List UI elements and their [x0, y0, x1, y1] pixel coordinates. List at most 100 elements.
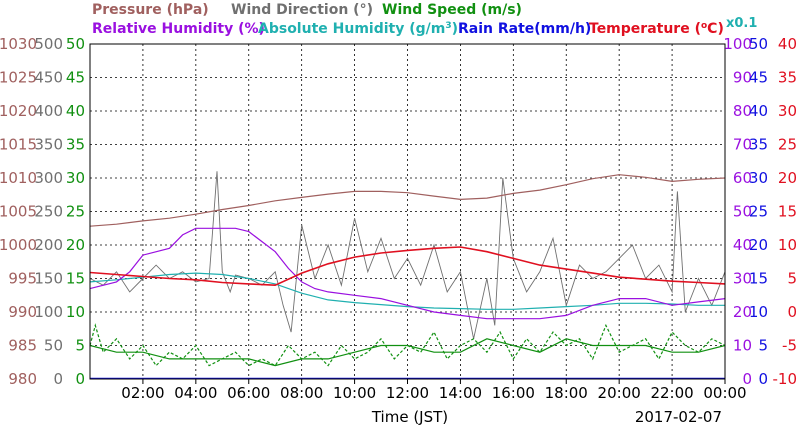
- y-tick-temp: 20: [778, 169, 797, 187]
- chart-legend: Pressure (hPa) Wind Direction (°) Wind S…: [92, 2, 757, 37]
- y-tick-wind-speed: 0: [75, 370, 85, 388]
- y-tick-rain: 5: [758, 337, 768, 355]
- y-tick-temp: -5: [782, 337, 797, 355]
- y-tick-temp: 0: [787, 303, 797, 321]
- y-tick-wind-dir: 250: [34, 203, 63, 221]
- y-tick-wind-speed: 45: [66, 69, 85, 87]
- legend-relative-humidity: Relative Humidity (%): [92, 21, 265, 37]
- y-tick-wind-dir: 100: [34, 303, 63, 321]
- legend-rain-rate: Rain Rate(mm/h): [458, 21, 591, 37]
- series-temperature-c: [89, 246, 726, 287]
- x-tick-label: 10:00: [333, 384, 376, 402]
- y-tick-rain: 15: [749, 270, 768, 288]
- date-label: 2017-02-07: [635, 408, 722, 426]
- y-tick-rel-hum: 80: [733, 102, 752, 120]
- y-tick-wind-dir: 300: [34, 169, 63, 187]
- y-tick-wind-dir: 350: [34, 136, 63, 154]
- y-tick-pressure: 985: [8, 337, 37, 355]
- y-tick-wind-dir: 150: [34, 270, 63, 288]
- y-tick-pressure: 1030: [0, 35, 37, 53]
- y-tick-wind-speed: 35: [66, 136, 85, 154]
- series-wind-direction: [89, 171, 726, 339]
- y-tick-rain: 30: [749, 169, 768, 187]
- x-tick-label: 18:00: [545, 384, 588, 402]
- x-tick-label: 16:00: [492, 384, 535, 402]
- y-tick-rel-hum: 50: [733, 203, 752, 221]
- y-tick-pressure: 1020: [0, 102, 37, 120]
- legend-pressure: Pressure (hPa): [92, 2, 209, 18]
- y-tick-rel-hum: 0: [742, 370, 752, 388]
- y-tick-temp: 25: [778, 136, 797, 154]
- series-absolute-humidity-g-m-x: [89, 272, 725, 310]
- grid: [90, 44, 725, 379]
- x-tick-label: 00:00: [703, 384, 746, 402]
- series-wind-gust-m-s: [89, 323, 726, 367]
- y-tick-pressure: 1025: [0, 69, 37, 87]
- y-tick-pressure: 1015: [0, 136, 37, 154]
- series-wind-speed-m-s: [89, 338, 726, 367]
- y-tick-pressure: 990: [8, 303, 37, 321]
- x-tick-label: 20:00: [598, 384, 641, 402]
- y-tick-rel-hum: 20: [733, 303, 752, 321]
- x-axis-label: Time (JST): [371, 408, 448, 426]
- y-tick-temp: 30: [778, 102, 797, 120]
- y-tick-pressure: 1010: [0, 169, 37, 187]
- legend-absolute-humidity: Absolute Humidity (g/m3): [258, 21, 458, 37]
- x-tick-label: 06:00: [227, 384, 270, 402]
- y-tick-pressure: 1000: [0, 236, 37, 254]
- y-tick-temp: 40: [778, 35, 797, 53]
- y-tick-wind-dir: 50: [44, 337, 63, 355]
- y-tick-wind-dir: 200: [34, 236, 63, 254]
- y-tick-wind-speed: 10: [66, 303, 85, 321]
- y-tick-temp: 10: [778, 236, 797, 254]
- y-tick-wind-dir: 0: [53, 370, 63, 388]
- y-tick-rain: 0: [758, 370, 768, 388]
- y-tick-rel-hum: 40: [733, 236, 752, 254]
- y-tick-wind-speed: 20: [66, 236, 85, 254]
- x-tick-label: 04:00: [174, 384, 217, 402]
- y-tick-rain: 50: [749, 35, 768, 53]
- y-tick-rel-hum: 10: [733, 337, 752, 355]
- legend-temperature: Temperature (oC): [589, 21, 724, 37]
- y-tick-temp: 5: [787, 270, 797, 288]
- series-pressure-hpa: [89, 174, 726, 227]
- x-axis-ticks: 02:00 04:00 06:00 08:00 10:00 12:00 14:00 16:00…: [121, 379, 747, 402]
- y-tick-wind-dir: 450: [34, 69, 63, 87]
- x-tick-label: 08:00: [280, 384, 323, 402]
- y-tick-pressure: 980: [8, 370, 37, 388]
- legend-wind-speed: Wind Speed (m/s): [382, 2, 522, 18]
- legend-abs-scale: x0.1: [726, 16, 757, 31]
- y-tick-wind-speed: 40: [66, 102, 85, 120]
- y-tick-rel-hum: 30: [733, 270, 752, 288]
- legend-wind-direction: Wind Direction (°): [231, 2, 373, 18]
- y-tick-wind-speed: 25: [66, 203, 85, 221]
- y-tick-wind-speed: 5: [75, 337, 85, 355]
- y-tick-wind-speed: 50: [66, 35, 85, 53]
- y-tick-rain: 40: [749, 102, 768, 120]
- y-tick-wind-dir: 500: [34, 35, 63, 53]
- y-tick-rain: 25: [749, 203, 768, 221]
- y-tick-temp: -10: [773, 370, 798, 388]
- y-tick-temp: 15: [778, 203, 797, 221]
- y-tick-wind-speed: 15: [66, 270, 85, 288]
- y-tick-rel-hum: 90: [733, 69, 752, 87]
- y-tick-rain: 35: [749, 136, 768, 154]
- y-tick-rain: 45: [749, 69, 768, 87]
- x-tick-label: 02:00: [121, 384, 164, 402]
- y-tick-rain: 10: [749, 303, 768, 321]
- y-tick-rain: 20: [749, 236, 768, 254]
- y-tick-pressure: 995: [8, 270, 37, 288]
- x-tick-label: 22:00: [650, 384, 693, 402]
- y-tick-temp: 35: [778, 69, 797, 87]
- y-tick-rel-hum: 70: [733, 136, 752, 154]
- x-tick-label: 14:00: [439, 384, 482, 402]
- y-tick-wind-dir: 400: [34, 102, 63, 120]
- y-tick-rel-hum: 100: [723, 35, 752, 53]
- y-axis-ticks: 1030102510201015101010051000995990985980…: [0, 35, 797, 388]
- y-tick-wind-speed: 30: [66, 169, 85, 187]
- y-tick-rel-hum: 60: [733, 169, 752, 187]
- x-tick-label: 12:00: [386, 384, 429, 402]
- series-relative-humidity: [89, 227, 726, 320]
